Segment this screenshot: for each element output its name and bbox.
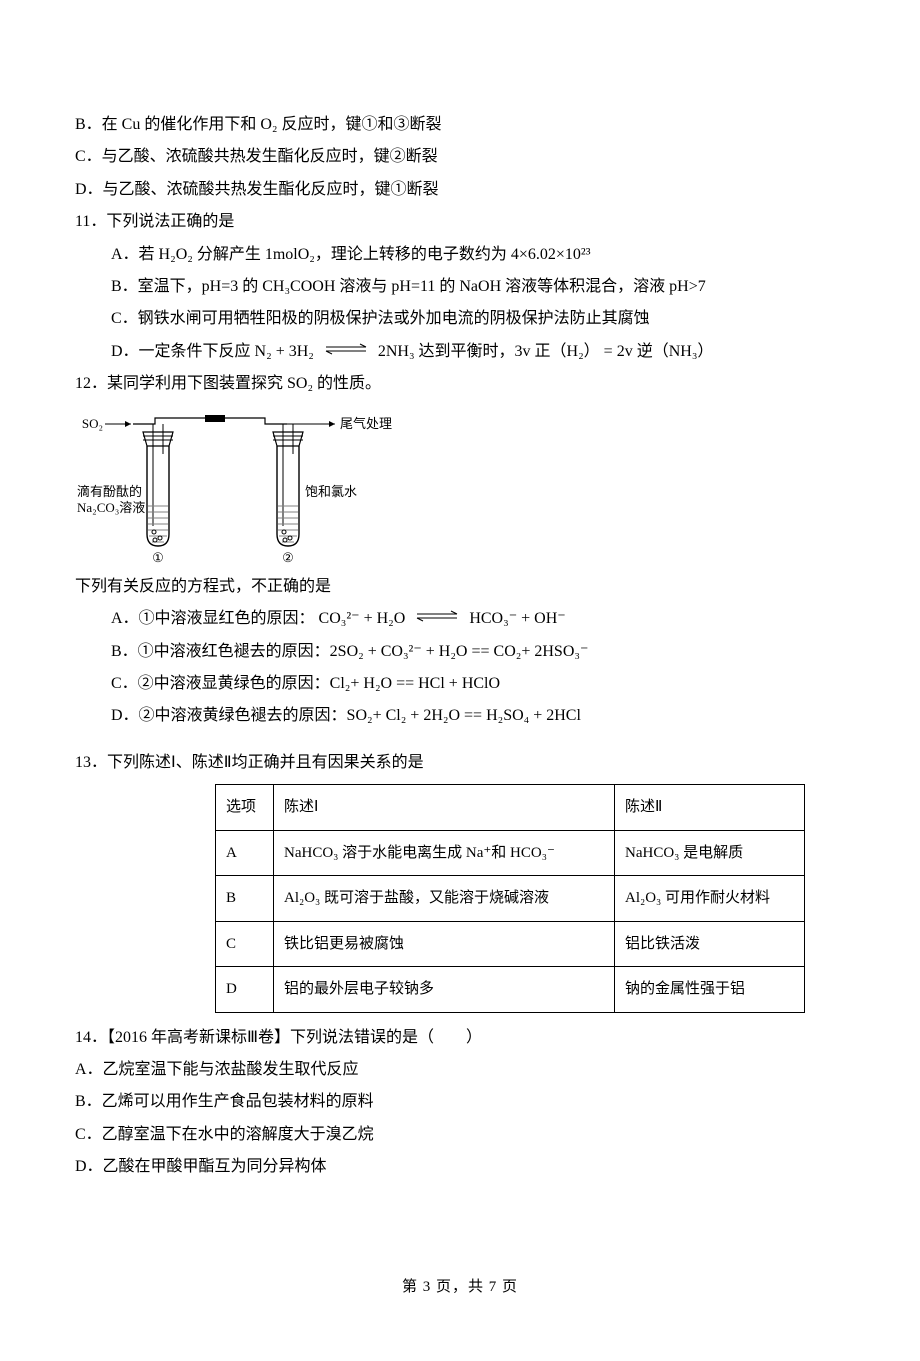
apparatus-diagram: SO₂ 尾气处理 [75, 406, 845, 566]
q13-stem: 13．下列陈述Ⅰ、陈述Ⅱ均正确并且有因果关系的是 [75, 748, 845, 778]
q12-stem: 12．某同学利用下图装置探究 SO₂ 的性质。 [75, 369, 845, 399]
option-d: D．与乙酸、浓硫酸共热发生酯化反应时，键①断裂 [75, 175, 845, 205]
cell: NaHCO₃ 溶于水能电离生成 Na⁺和 HCO₃⁻ [274, 830, 615, 876]
table-header-row: 选项 陈述Ⅰ 陈述Ⅱ [216, 785, 805, 831]
test-tube-1: ① [143, 424, 173, 565]
equilibrium-arrow-icon [413, 604, 461, 634]
tube1-label-line2: Na₂CO₃溶液 [77, 500, 145, 515]
table-row: A NaHCO₃ 溶于水能电离生成 Na⁺和 HCO₃⁻ NaHCO₃ 是电解质 [216, 830, 805, 876]
cell: Al₂O₃ 既可溶于盐酸，又能溶于烧碱溶液 [274, 876, 615, 922]
q12a-part-a: A．①中溶液显红色的原因： CO₃²⁻ + H₂O [111, 610, 405, 627]
q11-option-b: B．室温下，pH=3 的 CH₃COOH 溶液与 pH=11 的 NaOH 溶液… [75, 272, 845, 302]
tube1-label-line1: 滴有酚酞的 [77, 484, 142, 499]
th-option: 选项 [216, 785, 274, 831]
q14-option-c: C．乙醇室温下在水中的溶解度大于溴乙烷 [75, 1120, 845, 1150]
q11-stem: 11．下列说法正确的是 [75, 207, 845, 237]
q12-option-d: D．②中溶液黄绿色褪去的原因：SO₂+ Cl₂ + 2H₂O == H₂SO₄ … [75, 701, 845, 731]
q12a-part-b: HCO₃⁻ + OH⁻ [469, 610, 565, 627]
table-row: C 铁比铝更易被腐蚀 铝比铁活泼 [216, 921, 805, 967]
q11d-part-a: D．一定条件下反应 N₂ + 3H₂ [111, 343, 314, 360]
q11-option-d: D．一定条件下反应 N₂ + 3H₂ 2NH₃ 达到平衡时，3v 正（H₂） =… [75, 337, 845, 368]
option-c: C．与乙酸、浓硫酸共热发生酯化反应时，键②断裂 [75, 142, 845, 172]
tail-gas-label: 尾气处理 [340, 416, 392, 431]
tube1-number: ① [152, 550, 164, 565]
th-statement-1: 陈述Ⅰ [274, 785, 615, 831]
cell: C [216, 921, 274, 967]
cell: 铝比铁活泼 [615, 921, 805, 967]
cell: 铝的最外层电子较钠多 [274, 967, 615, 1013]
th-statement-2: 陈述Ⅱ [615, 785, 805, 831]
cell: B [216, 876, 274, 922]
q13-table: 选项 陈述Ⅰ 陈述Ⅱ A NaHCO₃ 溶于水能电离生成 Na⁺和 HCO₃⁻ … [215, 784, 845, 1013]
tube2-label: 饱和氯水 [305, 484, 357, 499]
q14-stem: 14．【2016 年高考新课标Ⅲ卷】下列说法错误的是（ ） [75, 1023, 845, 1053]
apparatus-svg: SO₂ 尾气处理 [75, 406, 415, 566]
q11-option-a: A．若 H₂O₂ 分解产生 1molO₂，理论上转移的电子数约为 4×6.02×… [75, 240, 845, 270]
q14-option-a: A．乙烷室温下能与浓盐酸发生取代反应 [75, 1055, 845, 1085]
equilibrium-arrow-icon [322, 337, 370, 367]
q12-substem: 下列有关反应的方程式，不正确的是 [75, 572, 845, 602]
cell: 铁比铝更易被腐蚀 [274, 921, 615, 967]
q14-option-d: D．乙酸在甲酸甲酯互为同分异构体 [75, 1152, 845, 1182]
q12-option-c: C．②中溶液显黄绿色的原因：Cl₂+ H₂O == HCl + HClO [75, 669, 845, 699]
option-b: B．在 Cu 的催化作用下和 O₂ 反应时，键①和③断裂 [75, 110, 845, 140]
q11-option-c: C．钢铁水闸可用牺牲阳极的阴极保护法或外加电流的阴极保护法防止其腐蚀 [75, 304, 845, 334]
tube2-number: ② [282, 550, 294, 565]
test-tube-2: ② [273, 424, 303, 565]
cell: A [216, 830, 274, 876]
cell: NaHCO₃ 是电解质 [615, 830, 805, 876]
table-row: D 铝的最外层电子较钠多 钠的金属性强于铝 [216, 967, 805, 1013]
q14-option-b: B．乙烯可以用作生产食品包装材料的原料 [75, 1087, 845, 1117]
table-row: B Al₂O₃ 既可溶于盐酸，又能溶于烧碱溶液 Al₂O₃ 可用作耐火材料 [216, 876, 805, 922]
cell: Al₂O₃ 可用作耐火材料 [615, 876, 805, 922]
q12-option-b: B．①中溶液红色褪去的原因：2SO₂ + CO₃²⁻ + H₂O == CO₂+… [75, 637, 845, 667]
cell: D [216, 967, 274, 1013]
page-footer: 第 3 页，共 7 页 [75, 1273, 845, 1302]
so2-label: SO₂ [82, 416, 103, 431]
cell: 钠的金属性强于铝 [615, 967, 805, 1013]
q12-option-a: A．①中溶液显红色的原因： CO₃²⁻ + H₂O HCO₃⁻ + OH⁻ [75, 604, 845, 635]
q11d-part-b: 2NH₃ 达到平衡时，3v 正（H₂） = 2v 逆（NH₃） [378, 343, 714, 360]
